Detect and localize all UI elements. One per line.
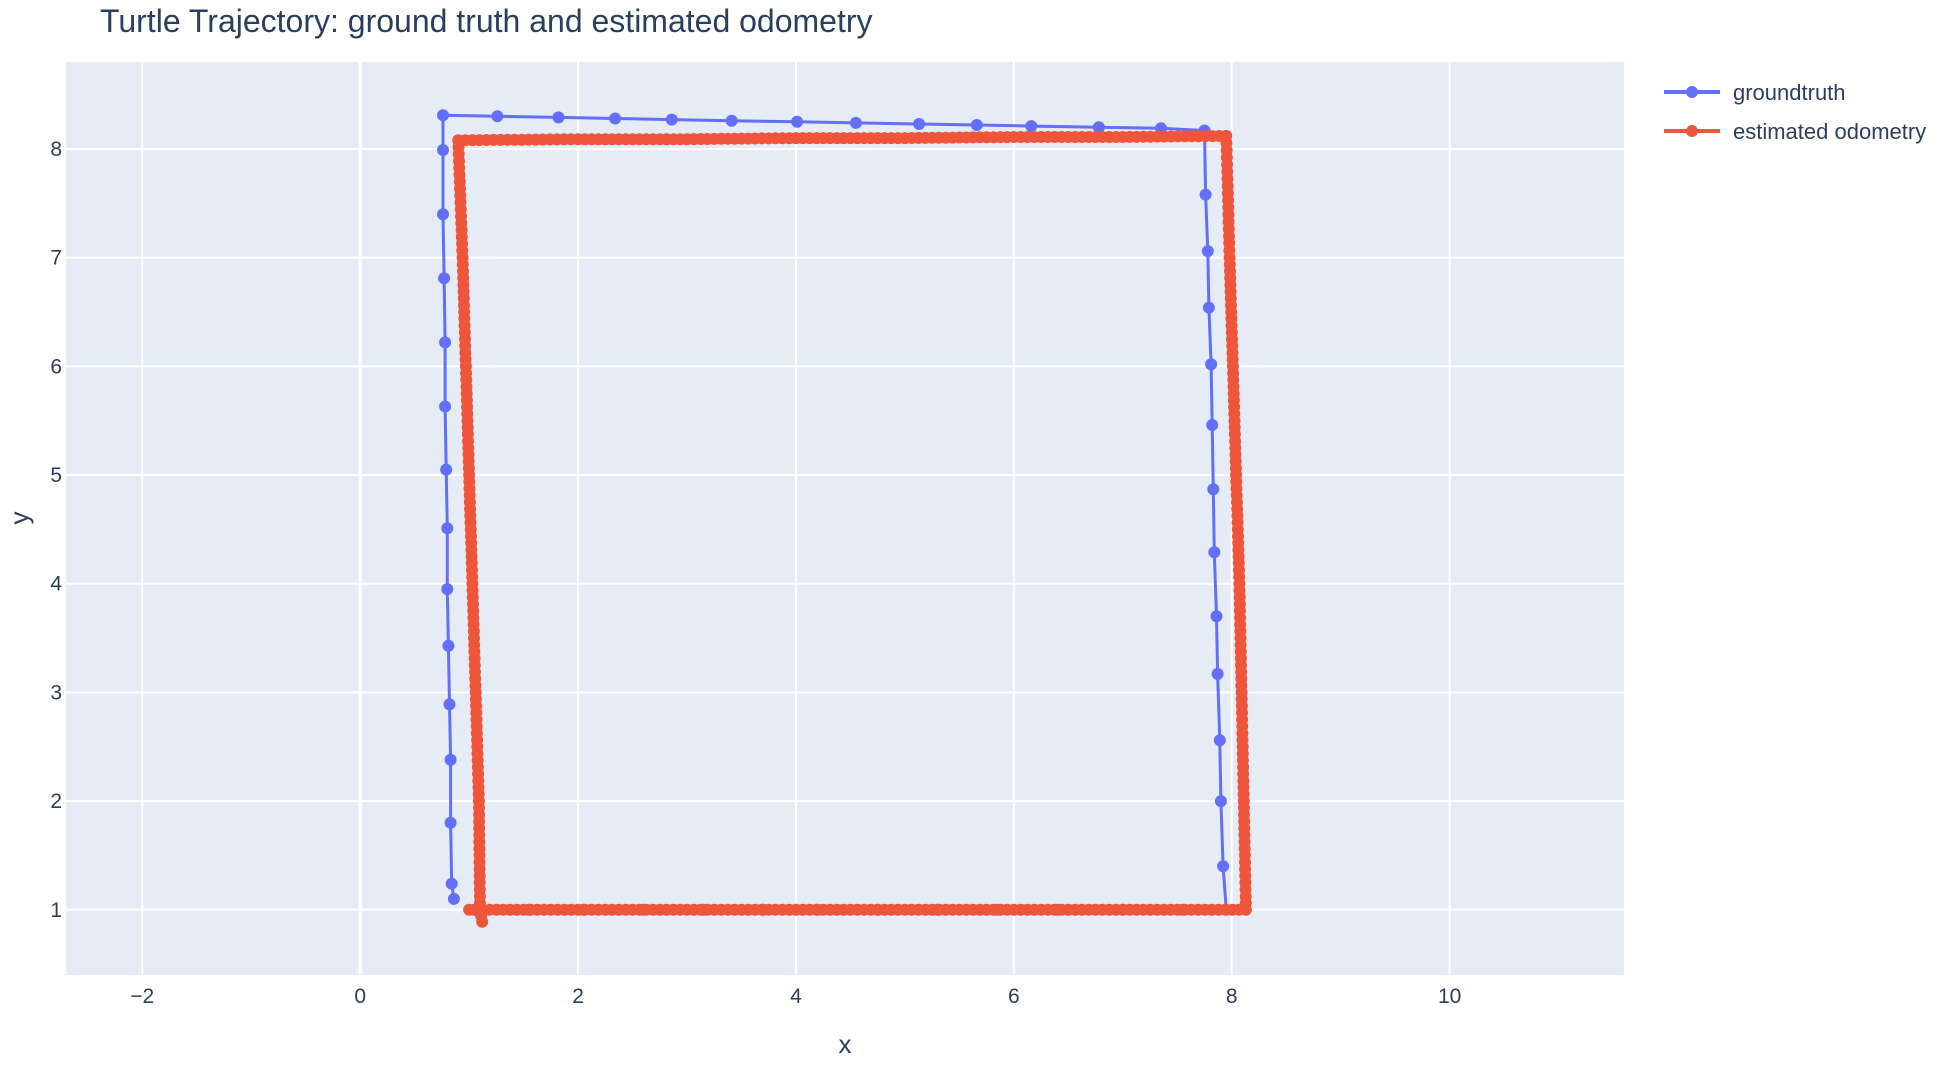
data-point-groundtruth <box>1217 860 1230 873</box>
plot-area <box>66 62 1624 975</box>
y-tick-label: 5 <box>50 464 62 487</box>
data-point-groundtruth <box>791 115 804 128</box>
data-point-groundtruth <box>1092 121 1105 134</box>
x-tick-label: 2 <box>572 985 584 1008</box>
data-point-groundtruth <box>1202 301 1215 314</box>
data-point-groundtruth <box>609 112 622 125</box>
x-tick-label: 10 <box>1438 985 1461 1008</box>
data-point-groundtruth <box>1025 120 1038 133</box>
data-point-groundtruth <box>440 463 453 476</box>
y-tick-label: 3 <box>50 681 62 704</box>
data-point-groundtruth <box>441 583 454 596</box>
y-tick-label: 1 <box>50 899 62 922</box>
x-tick-label: 6 <box>1008 985 1020 1008</box>
data-point-groundtruth <box>442 639 455 652</box>
data-point-groundtruth <box>439 336 452 349</box>
data-point-groundtruth <box>441 522 454 535</box>
y-tick-label: 8 <box>50 138 62 161</box>
data-point-groundtruth <box>447 892 460 905</box>
chart-title: Turtle Trajectory: ground truth and esti… <box>100 3 873 39</box>
grid-lines <box>66 62 1624 975</box>
data-point-groundtruth <box>1201 245 1214 258</box>
data-point-groundtruth <box>437 109 449 122</box>
data-point-groundtruth <box>443 698 456 711</box>
legend-label-groundtruth: groundtruth <box>1733 80 1846 105</box>
data-point-groundtruth <box>849 116 862 129</box>
data-point-groundtruth <box>437 144 449 156</box>
data-point-groundtruth <box>1211 667 1224 680</box>
series-layer <box>437 109 1252 928</box>
x-tick-label: 0 <box>354 985 366 1008</box>
data-point-groundtruth <box>437 208 449 221</box>
data-point-groundtruth <box>970 119 983 131</box>
data-point-groundtruth <box>1210 610 1223 623</box>
data-point-groundtruth <box>1199 188 1212 201</box>
data-point-groundtruth <box>444 753 457 766</box>
data-point-groundtruth <box>439 400 452 413</box>
data-point-groundtruth <box>444 816 457 829</box>
data-point-groundtruth <box>1208 546 1221 559</box>
y-axis-title: y <box>4 512 34 525</box>
legend-marker-groundtruth <box>1686 86 1698 98</box>
data-point-groundtruth <box>1205 358 1218 371</box>
data-point-groundtruth <box>445 877 458 890</box>
legend[interactable]: groundtruth estimated odometry <box>1664 80 1926 144</box>
data-point-groundtruth <box>491 110 504 123</box>
series-estimated-odometry <box>452 129 1252 928</box>
y-tick-label: 4 <box>50 573 62 596</box>
legend-label-estimated-odometry: estimated odometry <box>1733 119 1926 144</box>
data-point-groundtruth <box>665 113 678 126</box>
data-point-groundtruth <box>1213 734 1226 747</box>
y-tick-label: 2 <box>50 790 62 813</box>
x-tick-label: −2 <box>130 985 154 1008</box>
data-point-groundtruth <box>725 114 738 127</box>
x-tick-label: 8 <box>1226 985 1238 1008</box>
y-tick-label: 6 <box>50 355 62 378</box>
legend-item-groundtruth[interactable]: groundtruth <box>1664 80 1846 105</box>
y-tick-label: 7 <box>50 247 62 270</box>
legend-item-estimated-odometry[interactable]: estimated odometry <box>1664 119 1926 144</box>
legend-marker-estimated-odometry <box>1686 125 1698 137</box>
data-point-groundtruth <box>1207 483 1220 496</box>
data-point-groundtruth <box>1206 419 1219 431</box>
data-point-groundtruth <box>552 111 565 124</box>
data-point-groundtruth <box>913 118 926 130</box>
data-point-groundtruth <box>438 272 451 285</box>
x-tick-label: 4 <box>790 985 802 1008</box>
x-axis-title: x <box>839 1029 852 1059</box>
data-point-estimated-odometry <box>463 903 476 916</box>
data-point-groundtruth <box>1214 795 1227 808</box>
